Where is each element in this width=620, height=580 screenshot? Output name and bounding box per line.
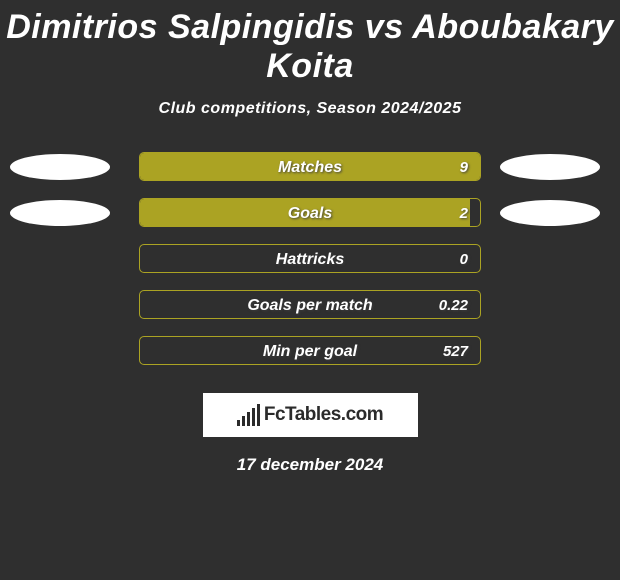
stat-row: Hattricks 0 (0, 244, 620, 273)
stat-label: Matches (278, 153, 342, 181)
stats-container: Matches 9 Goals 2 Hattricks 0 Goals per match 0… (0, 152, 620, 365)
stat-label: Hattricks (276, 245, 344, 273)
stat-row: Min per goal 527 (0, 336, 620, 365)
left-ellipse-icon (10, 154, 110, 180)
stat-bar: Hattricks 0 (139, 244, 481, 273)
right-ellipse-icon (500, 200, 600, 226)
stat-row: Matches 9 (0, 152, 620, 181)
stat-label: Goals per match (247, 291, 372, 319)
stat-bar: Matches 9 (139, 152, 481, 181)
stat-value: 2 (460, 199, 468, 227)
left-ellipse-icon (10, 200, 110, 226)
stat-label: Min per goal (263, 337, 357, 365)
stat-bar: Goals per match 0.22 (139, 290, 481, 319)
stat-row: Goals 2 (0, 198, 620, 227)
logo-text: FcTables.com (264, 404, 383, 426)
stat-value: 527 (443, 337, 468, 365)
page-title: Dimitrios Salpingidis vs Aboubakary Koit… (0, 0, 620, 86)
stat-value: 0.22 (439, 291, 468, 319)
stat-row: Goals per match 0.22 (0, 290, 620, 319)
stat-value: 9 (460, 153, 468, 181)
logo-bars-icon (237, 404, 260, 426)
date-text: 17 december 2024 (0, 455, 620, 475)
stat-value: 0 (460, 245, 468, 273)
right-ellipse-icon (500, 154, 600, 180)
subtitle: Club competitions, Season 2024/2025 (0, 100, 620, 118)
stat-bar: Goals 2 (139, 198, 481, 227)
stat-bar: Min per goal 527 (139, 336, 481, 365)
logo-box: FcTables.com (203, 393, 418, 437)
stat-label: Goals (288, 199, 332, 227)
